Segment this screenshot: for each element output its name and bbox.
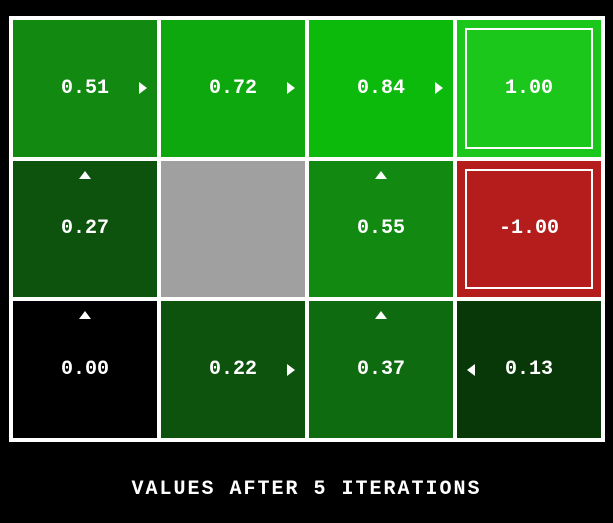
caption: VALUES AFTER 5 ITERATIONS — [0, 478, 613, 501]
terminal-cell: 1.00 — [455, 18, 603, 159]
cell-value: 0.55 — [357, 217, 405, 240]
obstacle-cell — [159, 159, 307, 300]
cell-value: 0.00 — [61, 358, 109, 381]
cell-value: 0.27 — [61, 217, 109, 240]
policy-arrow-right — [435, 82, 443, 94]
policy-arrow-right — [287, 364, 295, 376]
value-cell: 0.27 — [11, 159, 159, 300]
value-cell: 0.00 — [11, 299, 159, 440]
cell-value: 0.72 — [209, 77, 257, 100]
cell-value: 0.37 — [357, 358, 405, 381]
cell-value: 1.00 — [505, 77, 553, 100]
value-cell: 0.55 — [307, 159, 455, 300]
policy-arrow-right — [139, 82, 147, 94]
cell-value: -1.00 — [499, 217, 559, 240]
policy-arrow-up — [375, 311, 387, 319]
cell-value: 0.51 — [61, 77, 109, 100]
value-cell: 0.22 — [159, 299, 307, 440]
policy-arrow-up — [79, 311, 91, 319]
value-cell: 0.37 — [307, 299, 455, 440]
cell-value: 0.84 — [357, 77, 405, 100]
value-cell: 0.13 — [455, 299, 603, 440]
policy-arrow-left — [467, 364, 475, 376]
value-grid: 0.51 0.72 0.84 1.00 0.27 0.55 -1.00 0.00 0.22 0.3… — [9, 16, 605, 442]
value-cell: 0.72 — [159, 18, 307, 159]
terminal-cell: -1.00 — [455, 159, 603, 300]
policy-arrow-up — [79, 171, 91, 179]
cell-value: 0.13 — [505, 358, 553, 381]
value-cell: 0.51 — [11, 18, 159, 159]
policy-arrow-right — [287, 82, 295, 94]
policy-arrow-up — [375, 171, 387, 179]
cell-value: 0.22 — [209, 358, 257, 381]
value-cell: 0.84 — [307, 18, 455, 159]
gridworld-figure: 0.51 0.72 0.84 1.00 0.27 0.55 -1.00 0.00 0.22 0.3… — [0, 0, 613, 523]
